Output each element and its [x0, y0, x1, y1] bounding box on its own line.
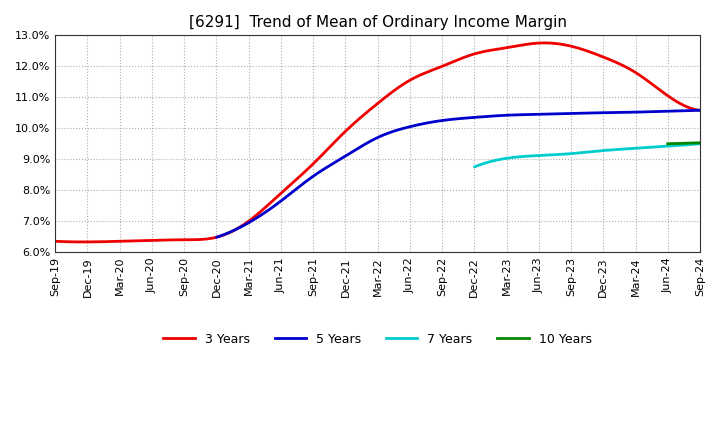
7 Years [470, 164, 479, 169]
7 Years [471, 164, 480, 169]
3 Years [639, 76, 648, 81]
5 Years [508, 112, 517, 117]
Legend: 3 Years, 5 Years, 7 Years, 10 Years: 3 Years, 5 Years, 7 Years, 10 Years [158, 328, 597, 351]
7 Years [660, 144, 669, 149]
3 Years [598, 54, 607, 59]
7 Years [675, 143, 683, 148]
5 Years [498, 113, 507, 118]
Line: 10 Years: 10 Years [667, 143, 700, 144]
5 Years [650, 109, 659, 114]
7 Years [603, 147, 612, 153]
5 Years [212, 235, 221, 240]
5 Years [214, 234, 222, 239]
Title: [6291]  Trend of Mean of Ordinary Income Margin: [6291] Trend of Mean of Ordinary Income … [189, 15, 567, 30]
Line: 3 Years: 3 Years [55, 43, 700, 242]
3 Years [435, 65, 444, 70]
3 Years [51, 238, 60, 244]
Line: 7 Years: 7 Years [474, 144, 700, 167]
3 Years [696, 108, 704, 113]
3 Years [448, 59, 456, 65]
3 Years [541, 40, 549, 46]
5 Years [696, 108, 704, 113]
7 Years [608, 147, 617, 153]
7 Years [604, 147, 613, 153]
7 Years [696, 141, 704, 147]
10 Years [696, 140, 704, 146]
3 Years [53, 239, 62, 244]
5 Years [620, 110, 629, 115]
10 Years [663, 141, 672, 147]
3 Years [79, 239, 88, 245]
5 Years [500, 113, 508, 118]
3 Years [437, 64, 446, 69]
Line: 5 Years: 5 Years [217, 110, 700, 237]
